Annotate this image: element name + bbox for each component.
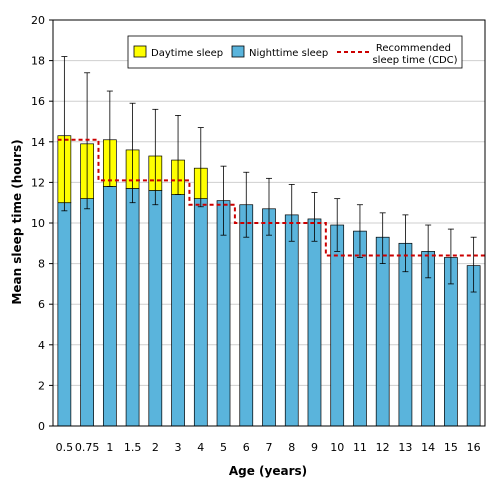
y-tick-label-6: 6 xyxy=(38,298,45,311)
bar-nighttime-1.5 xyxy=(125,188,140,427)
x-tick-label-10: 10 xyxy=(330,441,344,454)
plot-frame xyxy=(52,19,486,427)
legend-swatch-nighttime xyxy=(231,45,245,58)
y-tick-label-20: 20 xyxy=(31,14,45,27)
x-tick-label-11: 11 xyxy=(353,441,367,454)
x-tick-label-15: 15 xyxy=(444,441,458,454)
legend-frame xyxy=(127,35,463,69)
x-tick-label-13: 13 xyxy=(398,441,412,454)
x-tick-label-3: 3 xyxy=(175,441,182,454)
legend: Daytime sleep Nighttime sleep Recommende… xyxy=(127,35,463,69)
error-bars-group xyxy=(61,56,477,293)
bars-group xyxy=(57,135,481,427)
x-tick-label-8: 8 xyxy=(288,441,295,454)
y-tick-label-18: 18 xyxy=(31,55,45,68)
y-tick-label-10: 10 xyxy=(31,217,45,230)
x-tick-label-12: 12 xyxy=(376,441,390,454)
recommended-line-group xyxy=(57,138,485,257)
legend-label-recommended-line1: Recommended xyxy=(376,43,451,54)
y-tick-label-0: 0 xyxy=(38,420,45,433)
y-tick-label-4: 4 xyxy=(38,339,45,352)
x-tick-label-0.75: 0.75 xyxy=(75,441,100,454)
bar-nighttime-3 xyxy=(171,194,185,427)
x-tick-label-16: 16 xyxy=(467,441,481,454)
y-tick-label-2: 2 xyxy=(38,379,45,392)
y-tick-label-12: 12 xyxy=(31,176,45,189)
legend-label-daytime: Daytime sleep xyxy=(151,48,223,59)
x-tick-label-2: 2 xyxy=(152,441,159,454)
bar-nighttime-9 xyxy=(307,218,322,427)
legend-label-recommended: Recommended sleep time (CDC) xyxy=(372,43,457,66)
recommended-sleep-line xyxy=(57,138,485,257)
bar-nighttime-0.5 xyxy=(57,202,72,427)
x-axis-title: Age (years) xyxy=(229,464,307,478)
y-axis-title: Mean sleep time (hours) xyxy=(10,139,24,304)
bar-nighttime-0.75 xyxy=(80,198,94,427)
bar-nighttime-8 xyxy=(284,214,299,427)
x-tick-label-5: 5 xyxy=(220,441,227,454)
y-tick-label-8: 8 xyxy=(38,258,45,271)
x-tick-label-7: 7 xyxy=(266,441,273,454)
x-tick-labels: 0.5 0.75 1 1.5 2 3 4 5 6 7 8 9 10 11 12 13 14 15 16 xyxy=(56,441,481,454)
x-tick-label-1.5: 1.5 xyxy=(124,441,142,454)
y-tick-labels: 0 2 4 6 8 10 12 14 16 18 20 xyxy=(31,14,45,433)
axes-group xyxy=(49,19,486,427)
bar-nighttime-7 xyxy=(262,208,276,427)
x-tick-label-9: 9 xyxy=(311,441,318,454)
x-tick-label-6: 6 xyxy=(243,441,250,454)
x-tick-label-14: 14 xyxy=(421,441,435,454)
x-tick-label-4: 4 xyxy=(197,441,204,454)
y-tick-label-14: 14 xyxy=(31,136,45,149)
bar-nighttime-2 xyxy=(148,190,163,427)
bar-nighttime-6 xyxy=(239,204,254,427)
legend-label-nighttime: Nighttime sleep xyxy=(249,48,328,59)
bar-nighttime-4 xyxy=(193,198,208,427)
x-tick-label-1: 1 xyxy=(106,441,113,454)
legend-label-recommended-line2: sleep time (CDC) xyxy=(372,55,457,66)
bar-nighttime-11 xyxy=(353,230,367,427)
bar-nighttime-1 xyxy=(102,186,117,427)
x-tick-label-0.5: 0.5 xyxy=(56,441,74,454)
bar-nighttime-12 xyxy=(375,236,390,427)
legend-swatch-daytime xyxy=(133,45,147,58)
y-tick-label-16: 16 xyxy=(31,95,45,108)
